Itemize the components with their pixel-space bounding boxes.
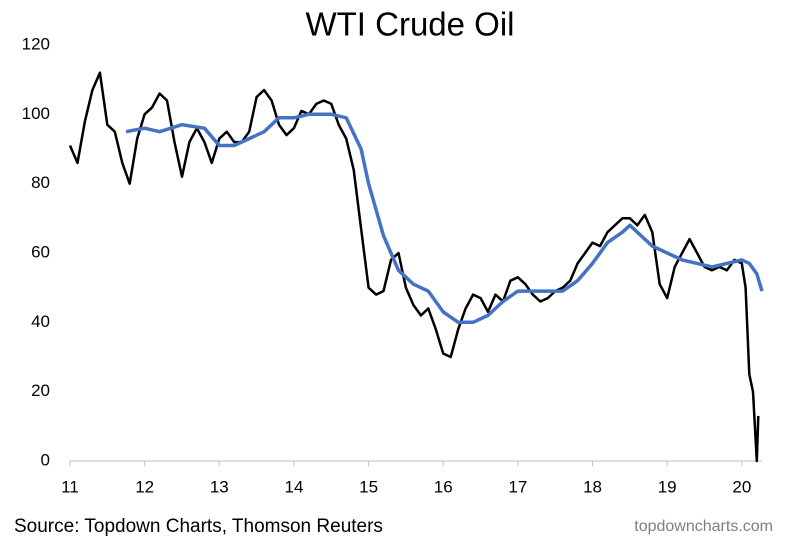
source: Source: Topdown Charts, Thomson Reuters	[14, 516, 383, 537]
y-tick-label: 100	[22, 104, 50, 123]
series-line	[68, 71, 760, 463]
x-tick-label: 12	[135, 477, 154, 496]
watermark: topdowncharts.com	[634, 518, 773, 535]
y-tick-label: 20	[31, 381, 50, 400]
y-tick-label: 120	[22, 34, 50, 53]
x-tick-label: 20	[732, 477, 751, 496]
chart-title: WTI Crude Oil	[305, 6, 514, 43]
series-line	[125, 112, 764, 325]
x-tick-label: 18	[583, 477, 602, 496]
y-tick-label: 40	[31, 312, 50, 331]
y-tick-label: 80	[31, 173, 50, 192]
x-tick-label: 11	[61, 477, 79, 496]
x-tick-label: 15	[359, 477, 378, 496]
x-tick-label: 14	[284, 477, 303, 496]
y-tick-label: 60	[31, 242, 50, 261]
x-tick-label: 16	[434, 477, 453, 496]
x-tick-label: 19	[658, 477, 677, 496]
x-tick-label: 13	[210, 477, 229, 496]
x-tick-label: 17	[508, 477, 527, 496]
y-tick-label: 0	[41, 450, 50, 469]
